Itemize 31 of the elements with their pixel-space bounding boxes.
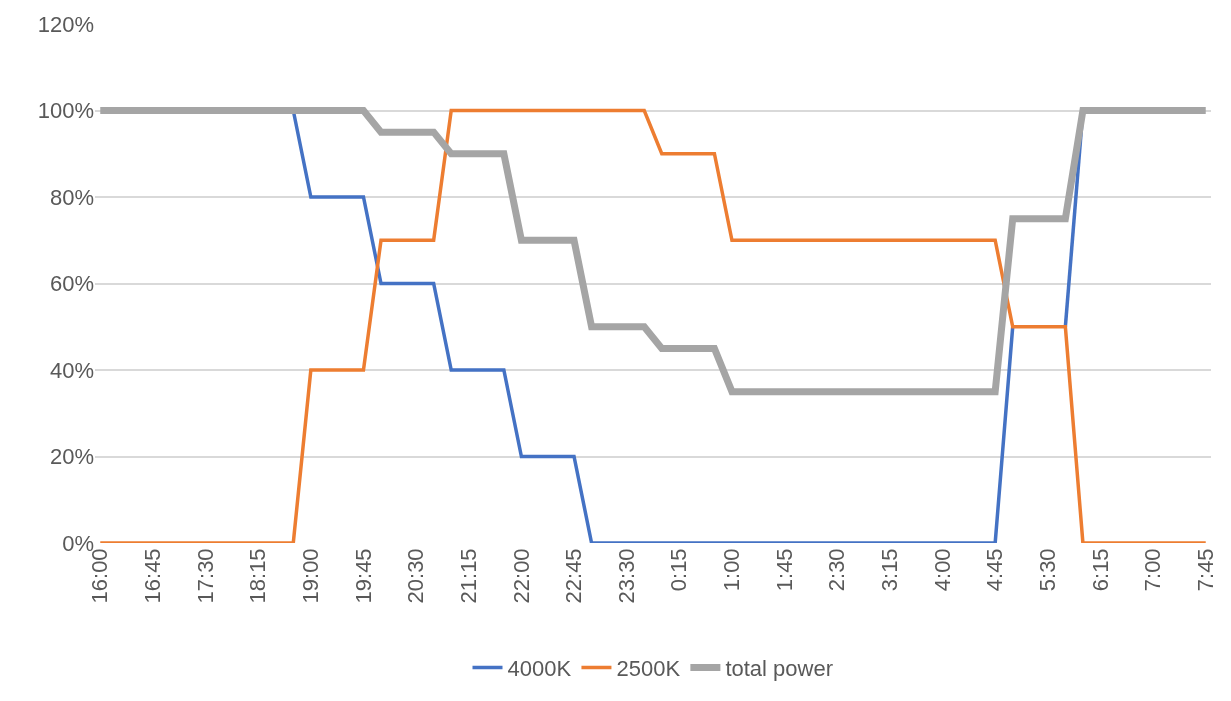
- x-tick-label: 4:45: [982, 548, 1008, 592]
- x-tick-label: 19:45: [350, 548, 376, 604]
- x-tick-label: 19:00: [297, 548, 323, 604]
- x-tick-label: 2:30: [824, 548, 850, 592]
- x-tick-label: 7:00: [1140, 548, 1166, 592]
- y-tick-label: 60%: [49, 271, 94, 297]
- x-tick-label: 4:00: [929, 548, 955, 592]
- legend-label: 2500K: [616, 656, 681, 682]
- x-tick-label: 18:15: [245, 548, 271, 604]
- y-tick-label: 120%: [37, 11, 94, 37]
- x-tick-label: 22:45: [561, 548, 587, 604]
- x-tick-label: 0:15: [666, 548, 692, 592]
- x-tick-label: 1:45: [771, 548, 797, 592]
- x-tick-label: 1:00: [719, 548, 745, 592]
- x-tick-label: 21:15: [455, 548, 481, 604]
- line-series: [98, 108, 1208, 543]
- x-tick-label: 6:15: [1087, 548, 1113, 592]
- legend-label: total power: [725, 656, 834, 682]
- x-tick-label: 3:15: [877, 548, 903, 592]
- x-tick-label: 16:45: [140, 548, 166, 604]
- x-tick-label: 20:30: [403, 548, 429, 604]
- x-tick-label: 17:30: [192, 548, 218, 604]
- y-tick-label: 40%: [49, 357, 94, 383]
- legend-label: 4000K: [507, 656, 572, 682]
- y-tick-label: 20%: [49, 444, 94, 470]
- y-tick-label: 80%: [49, 184, 94, 210]
- x-tick-label: 7:45: [1192, 548, 1218, 592]
- x-tick-label: 5:30: [1034, 548, 1060, 592]
- x-tick-label: 23:30: [613, 548, 639, 604]
- x-tick-label: 22:00: [508, 548, 534, 604]
- y-tick-label: 100%: [37, 98, 94, 124]
